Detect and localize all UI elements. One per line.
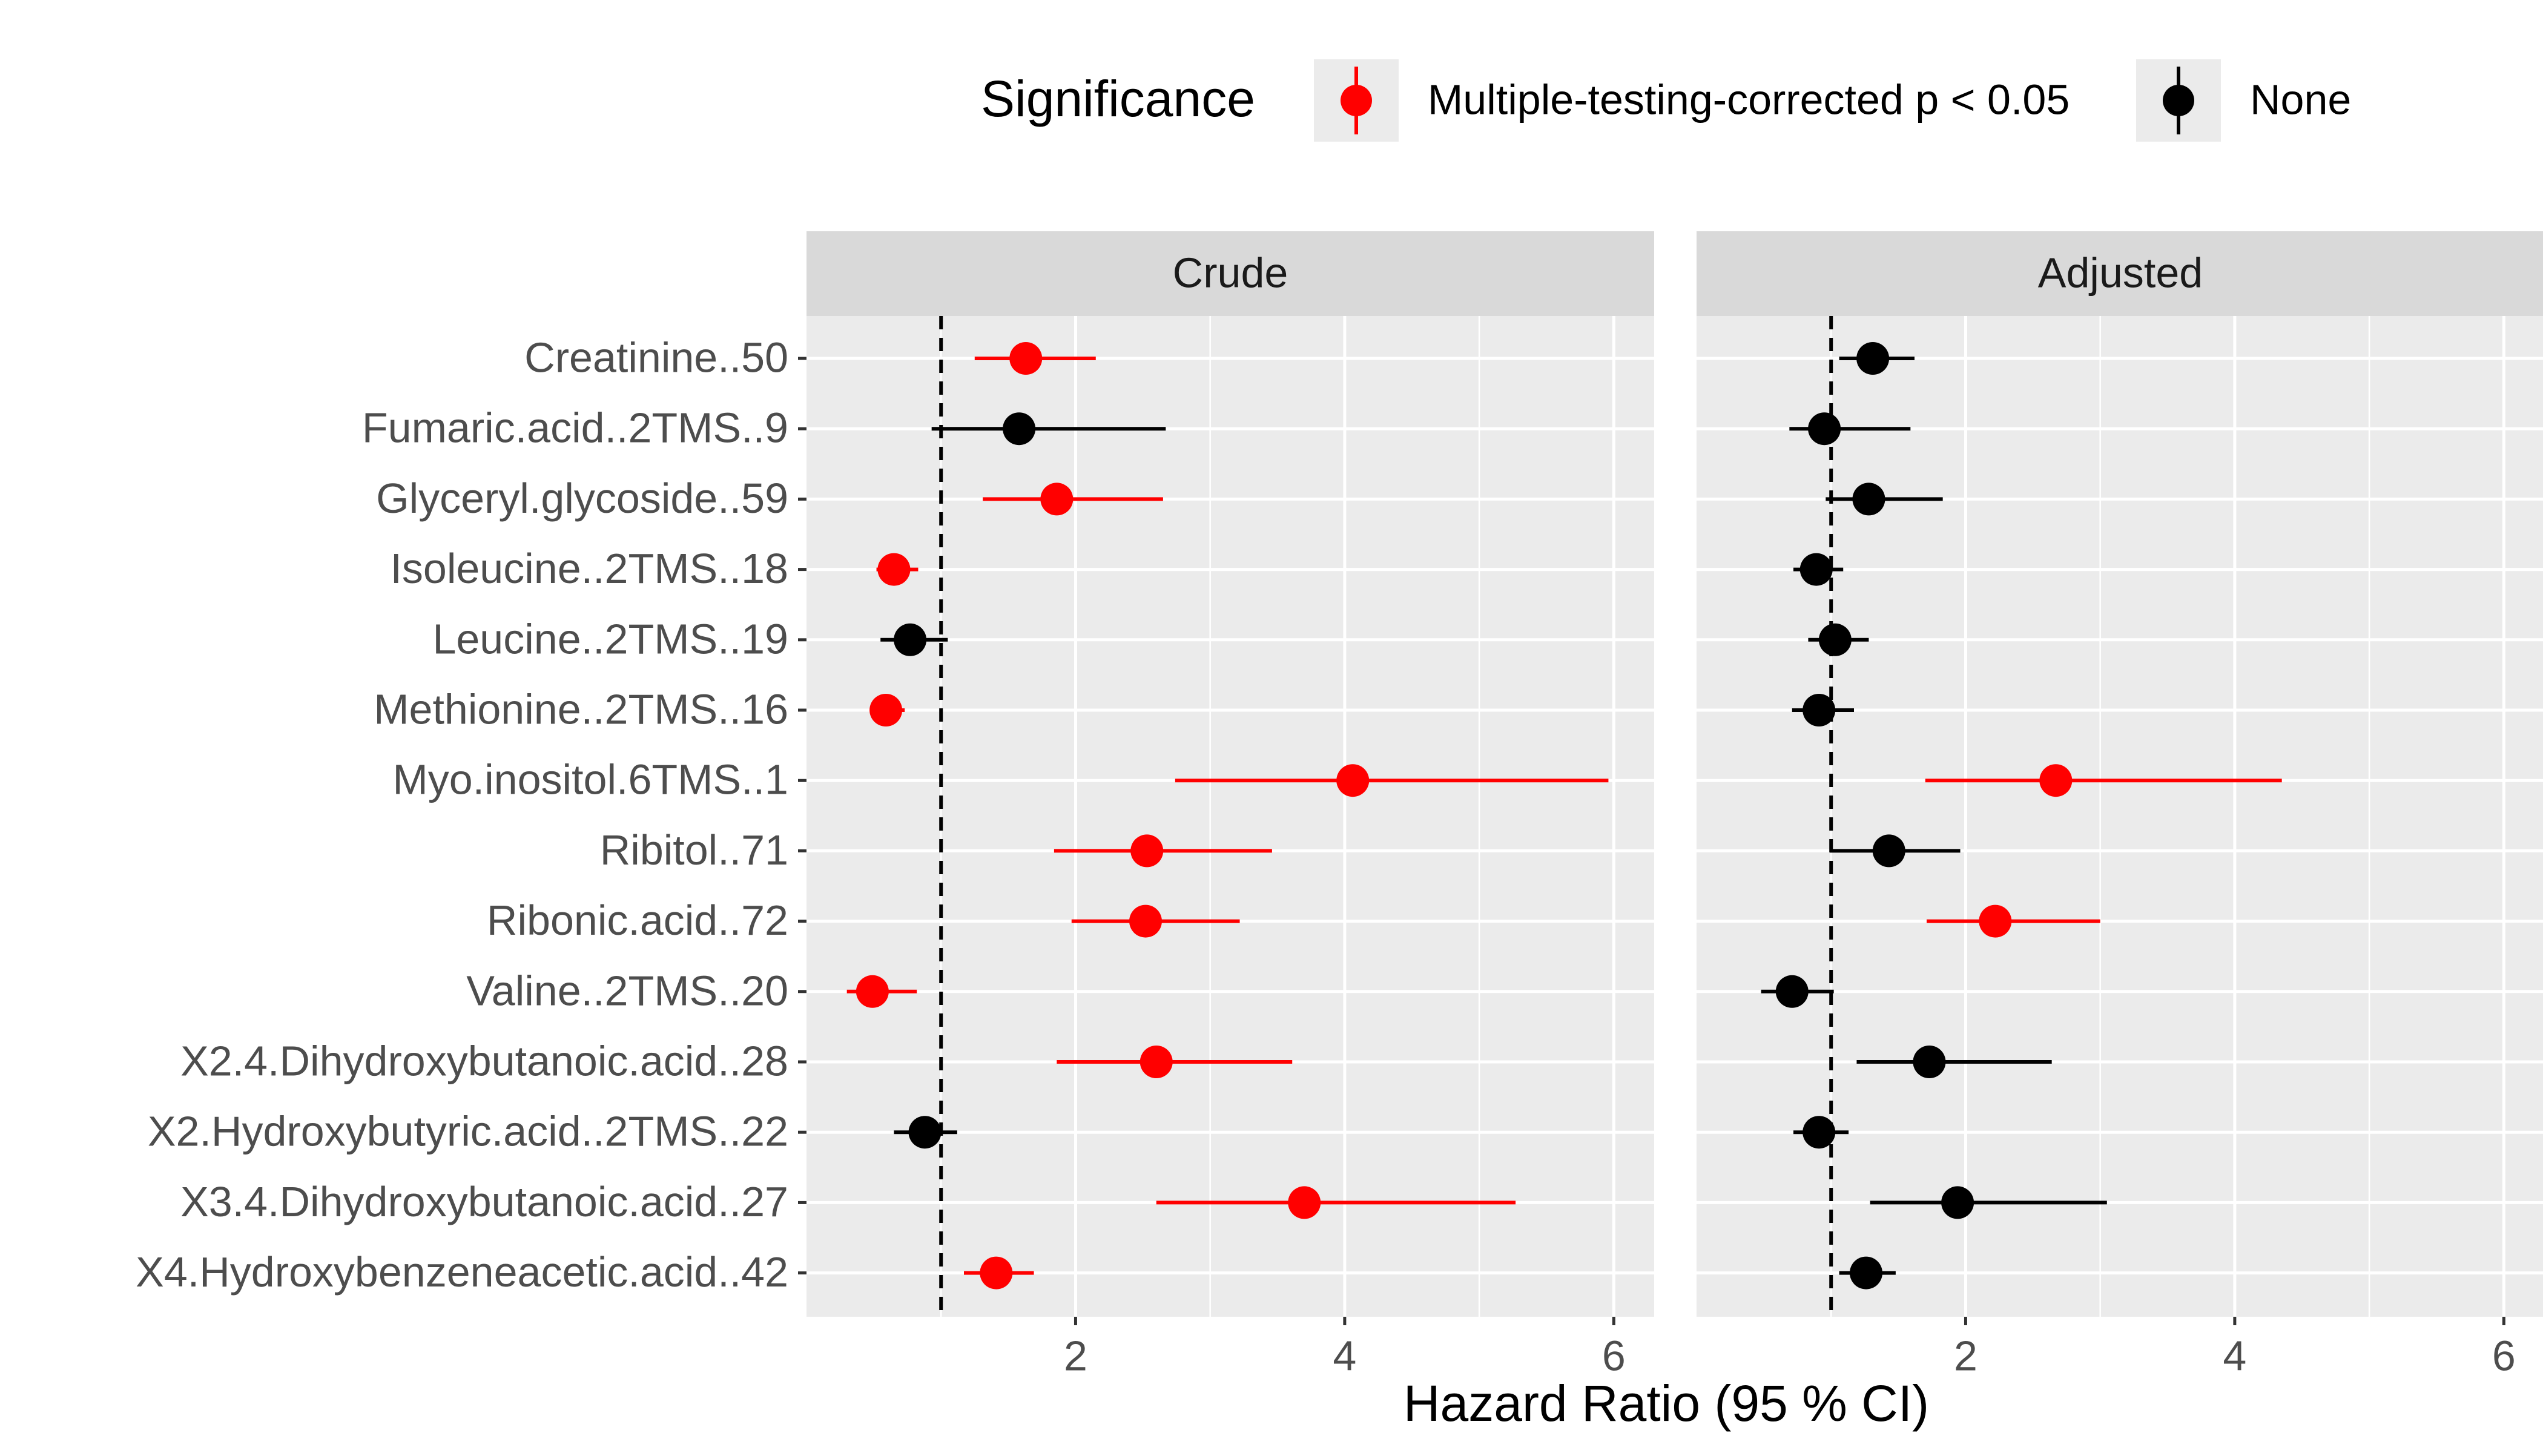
y-tick-label: X4.Hydroxybenzeneacetic.acid..42 xyxy=(136,1248,788,1296)
hazard-ratio-point xyxy=(1850,1256,1882,1290)
x-axis-title: Hazard Ratio (95 % CI) xyxy=(1403,1375,1929,1432)
hazard-ratio-point xyxy=(1140,1046,1173,1078)
legend-title: Significance xyxy=(981,70,1255,127)
plot-area: Crude 2 4 6 Adjusted 2 4 6 Creatinine..50 Fumaric… xyxy=(136,231,2543,1379)
hazard-ratio-point xyxy=(1130,834,1164,868)
hazard-ratio-point xyxy=(908,1116,942,1149)
y-tick-label: Creatinine..50 xyxy=(524,334,788,381)
panel-adjusted: Adjusted 2 4 6 xyxy=(1697,231,2543,1379)
hazard-ratio-point xyxy=(980,1256,1013,1290)
x-tick-label: 4 xyxy=(2223,1332,2246,1379)
panel-background xyxy=(806,316,1654,1317)
legend-label-none: None xyxy=(2250,76,2351,123)
y-tick-label: Myo.inositol.6TMS..1 xyxy=(392,756,788,803)
facet-strip-label: Adjusted xyxy=(2038,249,2203,296)
panel-crude: Crude 2 4 6 xyxy=(806,231,1654,1379)
y-tick-label: Methionine..2TMS..16 xyxy=(374,685,788,733)
legend-label-significant: Multiple-testing-corrected p < 0.05 xyxy=(1428,76,2070,123)
hazard-ratio-point xyxy=(1872,834,1905,868)
hazard-ratio-point xyxy=(877,553,911,586)
y-tick-label: Valine..2TMS..20 xyxy=(466,967,788,1014)
y-tick-label: Ribonic.acid..72 xyxy=(487,897,788,944)
y-tick-label: X2.Hydroxybutyric.acid..2TMS..22 xyxy=(148,1108,788,1155)
hazard-ratio-point xyxy=(1941,1186,1974,1219)
hazard-ratio-point xyxy=(1288,1186,1321,1219)
hazard-ratio-point xyxy=(2039,764,2073,797)
y-axis: Creatinine..50 Fumaric.acid..2TMS..9 Glyce… xyxy=(136,334,806,1296)
facet-strip xyxy=(806,231,1654,316)
hazard-ratio-point xyxy=(1852,483,1885,516)
hazard-ratio-point xyxy=(1129,904,1162,938)
x-tick-label: 2 xyxy=(1954,1332,1977,1379)
y-tick-label: X2.4.Dihydroxybutanoic.acid..28 xyxy=(180,1037,788,1084)
x-tick-label: 6 xyxy=(1602,1332,1626,1379)
hazard-ratio-point xyxy=(1775,975,1809,1008)
hazard-ratio-point xyxy=(869,694,903,726)
panel-background xyxy=(1697,316,2543,1317)
x-tick-label: 2 xyxy=(1064,1332,1087,1379)
hazard-ratio-point xyxy=(1818,623,1852,656)
y-tick-label: Fumaric.acid..2TMS..9 xyxy=(362,404,788,452)
hazard-ratio-point xyxy=(894,623,927,656)
facet-strip-label: Crude xyxy=(1173,249,1288,296)
hazard-ratio-point xyxy=(1003,412,1036,446)
x-tick-label: 6 xyxy=(2492,1332,2516,1379)
hazard-ratio-point xyxy=(1040,483,1074,516)
legend: Significance Multiple-testing-corrected … xyxy=(981,59,2351,142)
hazard-ratio-point xyxy=(1979,904,2012,938)
x-tick-label: 4 xyxy=(1333,1332,1356,1379)
hazard-ratio-point xyxy=(856,975,889,1008)
hazard-ratio-point xyxy=(1808,412,1841,446)
hazard-ratio-point xyxy=(1803,1116,1836,1149)
legend-key-point-significant xyxy=(1341,85,1372,116)
hazard-ratio-point xyxy=(1913,1046,1946,1078)
hazard-ratio-point xyxy=(1799,553,1833,586)
y-tick-label: X3.4.Dihydroxybutanoic.acid..27 xyxy=(180,1178,788,1225)
legend-key-point-none xyxy=(2163,85,2194,116)
hazard-ratio-point xyxy=(1336,764,1370,797)
y-tick-label: Isoleucine..2TMS..18 xyxy=(390,545,788,592)
hazard-ratio-point xyxy=(1009,342,1043,375)
y-tick-label: Ribitol..71 xyxy=(600,826,788,874)
hazard-ratio-point xyxy=(1856,342,1890,375)
facet-strip xyxy=(1697,231,2543,316)
hazard-ratio-point xyxy=(1803,694,1836,726)
y-tick-label: Glyceryl.glycoside..59 xyxy=(376,475,788,522)
y-tick-label: Leucine..2TMS..19 xyxy=(432,615,788,662)
